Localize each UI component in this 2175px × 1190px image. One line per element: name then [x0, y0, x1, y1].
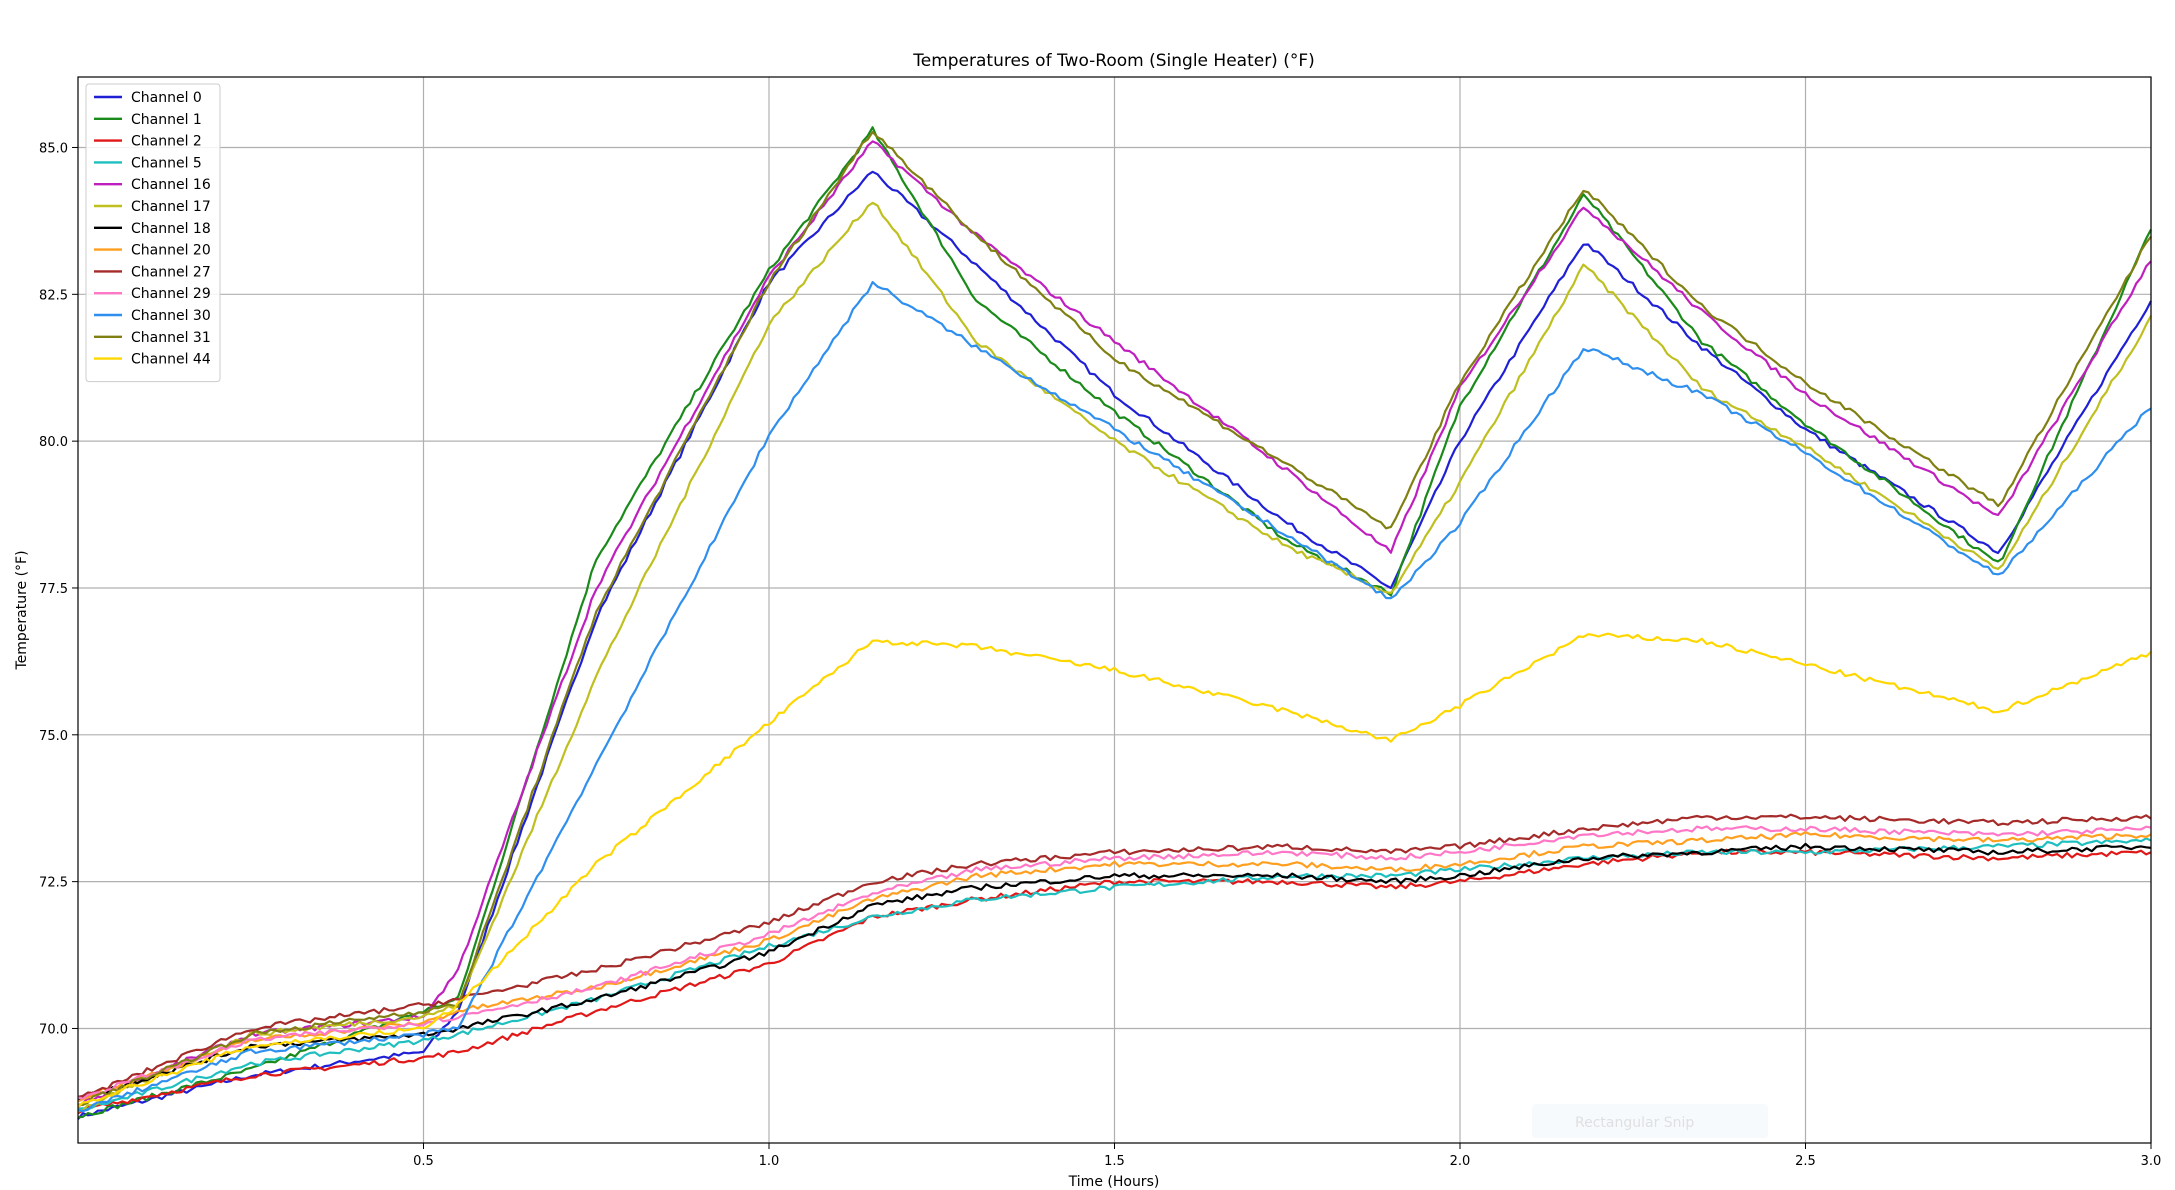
x-tick-label: 3.0 [2141, 1154, 2162, 1169]
legend-item-label: Channel 2 [131, 134, 202, 150]
snip-watermark: Rectangular Snip [1532, 1104, 1768, 1138]
series-line [77, 170, 2152, 1120]
series-lines [77, 126, 2152, 1120]
legend-item-label: Channel 17 [131, 199, 211, 215]
y-axis-label: Temperature (°F) [14, 550, 30, 670]
chart-title: Temperatures of Two-Room (Single Heater)… [912, 51, 1315, 71]
x-tick-label: 2.0 [1450, 1154, 1471, 1169]
y-tick-label: 80.0 [39, 435, 68, 450]
legend: Channel 0 Channel 1 Channel 2 Channel 5 Chan… [85, 83, 221, 383]
series-line [77, 825, 2152, 1100]
y-tick-label: 75.0 [39, 729, 68, 744]
series-line [77, 848, 2152, 1115]
y-tick-label: 82.5 [39, 288, 68, 303]
x-tick-label: 1.0 [759, 1154, 780, 1169]
series-line [77, 837, 2152, 1111]
legend-item-label: Channel 44 [131, 352, 211, 368]
series-line [77, 632, 2152, 1108]
legend-box [85, 83, 221, 383]
y-tick-label: 77.5 [39, 582, 68, 597]
legend-item-label: Channel 29 [131, 286, 211, 302]
legend-item-label: Channel 20 [131, 243, 211, 259]
x-axis-label: Time (Hours) [1068, 1174, 1160, 1190]
series-line [77, 201, 2152, 1113]
x-tick-label: 2.5 [1795, 1154, 1816, 1169]
series-line [77, 830, 2152, 1103]
y-tick-label: 70.0 [39, 1022, 68, 1037]
series-line [77, 130, 2152, 1107]
legend-item-label: Channel 31 [131, 330, 211, 346]
legend-item-label: Channel 16 [131, 177, 211, 193]
legend-item-label: Channel 5 [131, 155, 202, 171]
legend-item-label: Channel 27 [131, 264, 211, 280]
axis-ticks: 0.5 1.0 1.5 2.0 2.5 3.0 70.0 72.5 75.0 77.5 80.0 82… [39, 141, 2161, 1169]
series-line [77, 813, 2152, 1098]
plot-frame [77, 76, 2152, 1144]
legend-item-label: Channel 0 [131, 90, 202, 106]
y-tick-label: 72.5 [39, 876, 68, 891]
y-tick-label: 85.0 [39, 141, 68, 156]
series-line [77, 842, 2152, 1103]
legend-item-label: Channel 30 [131, 308, 211, 324]
legend-item-label: Channel 1 [131, 112, 202, 128]
series-line [77, 281, 2152, 1113]
x-tick-label: 1.5 [1104, 1154, 1125, 1169]
snip-watermark-text: Rectangular Snip [1575, 1115, 1694, 1131]
legend-item-label: Channel 18 [131, 221, 211, 237]
x-tick-label: 0.5 [413, 1154, 434, 1169]
